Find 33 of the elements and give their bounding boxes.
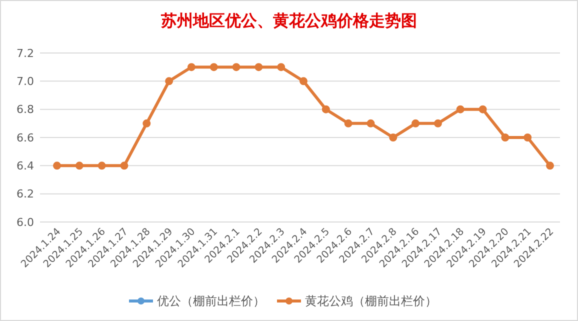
point (524, 134, 532, 142)
y-tick-label: 6.6 (16, 131, 34, 144)
point (232, 63, 240, 72)
legend-label: 黄花公鸡（棚前出栏价） (305, 294, 437, 308)
point (389, 134, 398, 142)
legend-label: 优公（棚前出栏价） (157, 294, 265, 308)
y-tick-label: 6.4 (16, 160, 34, 173)
point (75, 162, 84, 170)
point (412, 119, 420, 128)
y-tick-label: 6.8 (16, 103, 34, 116)
point (53, 162, 61, 170)
point (322, 105, 330, 114)
point (434, 119, 442, 128)
chart-title: 苏州地区优公、黄花公鸡价格走势图 (160, 11, 417, 30)
point (254, 63, 263, 72)
point (501, 134, 510, 142)
point (142, 119, 151, 128)
point (546, 162, 554, 170)
y-tick-label: 7.2 (16, 46, 34, 60)
point (344, 119, 352, 128)
point (165, 77, 174, 86)
point (98, 162, 106, 170)
point (187, 63, 196, 72)
point (478, 105, 487, 114)
point (456, 105, 464, 114)
point (210, 63, 218, 72)
point (277, 63, 286, 72)
point (366, 119, 375, 128)
point (300, 77, 308, 86)
y-tick-label: 6.0 (16, 216, 34, 229)
y-tick-label: 6.2 (16, 188, 34, 201)
point (120, 162, 128, 170)
y-tick-label: 7.0 (16, 75, 34, 88)
